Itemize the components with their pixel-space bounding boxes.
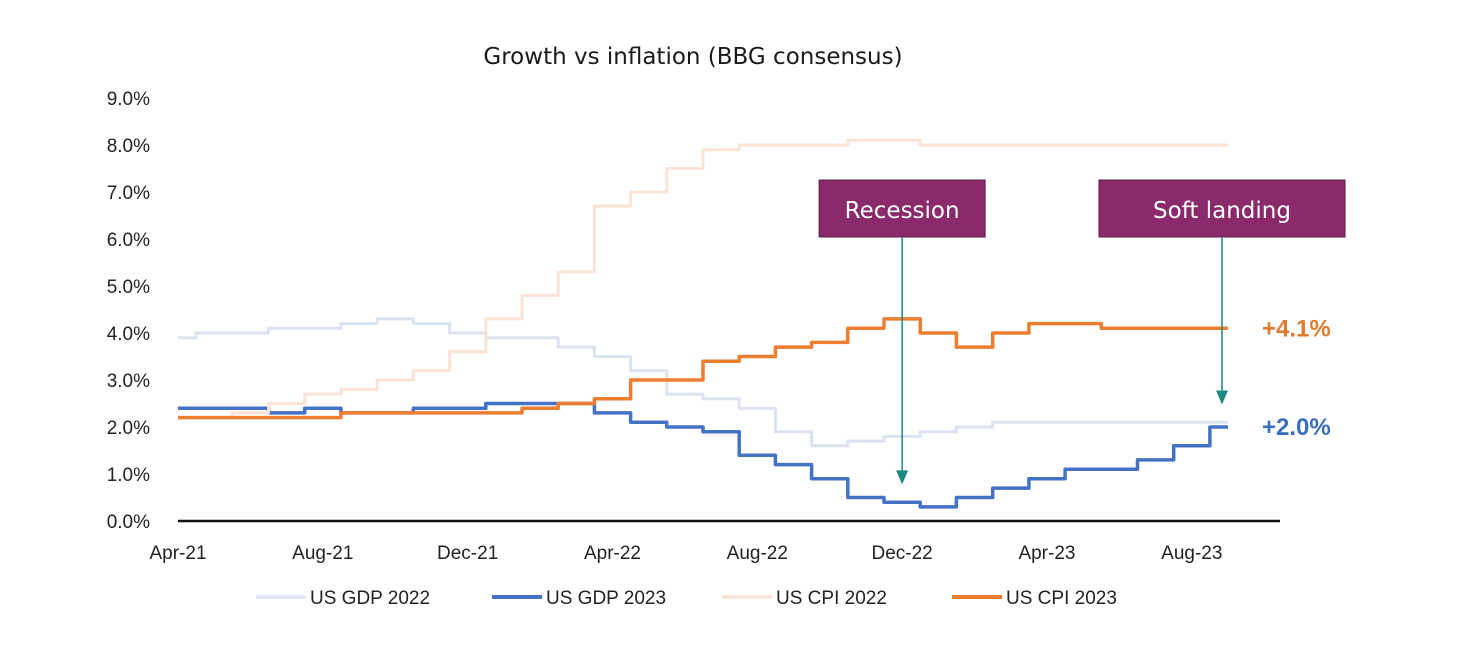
x-tick-label: Dec-21 [437, 543, 498, 564]
y-tick-label: 4.0% [107, 324, 150, 345]
y-tick-label: 6.0% [107, 230, 150, 251]
y-tick-label: 8.0% [107, 136, 150, 157]
callout-label: Soft landing [1153, 198, 1291, 224]
x-tick-label: Apr-21 [149, 543, 206, 564]
y-tick-label: 3.0% [107, 371, 150, 392]
x-tick-label: Apr-23 [1018, 543, 1075, 564]
x-tick-label: Aug-21 [292, 543, 353, 564]
legend-entry: US CPI 2022 [776, 588, 887, 609]
legend-entry: US GDP 2022 [310, 588, 430, 609]
end-labels: +4.1% +2.0% [1262, 315, 1331, 441]
x-tick-label: Aug-23 [1161, 543, 1222, 564]
y-tick-label: 1.0% [107, 465, 150, 486]
legend: US GDP 2022 US GDP 2023 US CPI 2022 US CPI … [256, 588, 1117, 609]
callout-label: Recession [845, 198, 960, 224]
arrow-head-icon [1216, 390, 1228, 405]
series-line-us-cpi-2022 [178, 138, 1228, 420]
chart-title: Growth vs inflation (BBG consensus) [483, 44, 902, 70]
y-tick-label: 5.0% [107, 277, 150, 298]
arrow-head-icon [896, 470, 909, 485]
y-tick-label: 9.0% [107, 89, 150, 110]
legend-entry: US GDP 2023 [546, 588, 666, 609]
series-line-us-gdp-2022 [178, 317, 1228, 448]
end-value-label: +4.1% [1262, 315, 1331, 342]
callout-box [818, 179, 986, 238]
x-tick-label: Dec-22 [872, 543, 933, 564]
y-tick-label: 7.0% [107, 183, 150, 204]
legend-entry: US CPI 2023 [1006, 588, 1117, 609]
y-tick-label: 2.0% [107, 418, 150, 439]
series-lines [178, 138, 1228, 509]
series-line-us-cpi-2023 [178, 317, 1228, 420]
end-value-label: +2.0% [1262, 414, 1331, 441]
x-tick-label: Aug-22 [727, 543, 788, 564]
y-tick-label: 0.0% [107, 512, 150, 533]
x-axis-ticks: Apr-21 Aug-21 Dec-21 Apr-22 Aug-22 Dec-22 Apr-… [149, 543, 1222, 564]
y-axis-ticks: 0.0% 1.0% 2.0% 3.0% 4.0% 5.0% 6.0% 7.0% 8.0% 9.0% [107, 89, 150, 533]
x-tick-label: Apr-22 [584, 543, 641, 564]
annotations: Recession Soft landing [818, 179, 1346, 485]
